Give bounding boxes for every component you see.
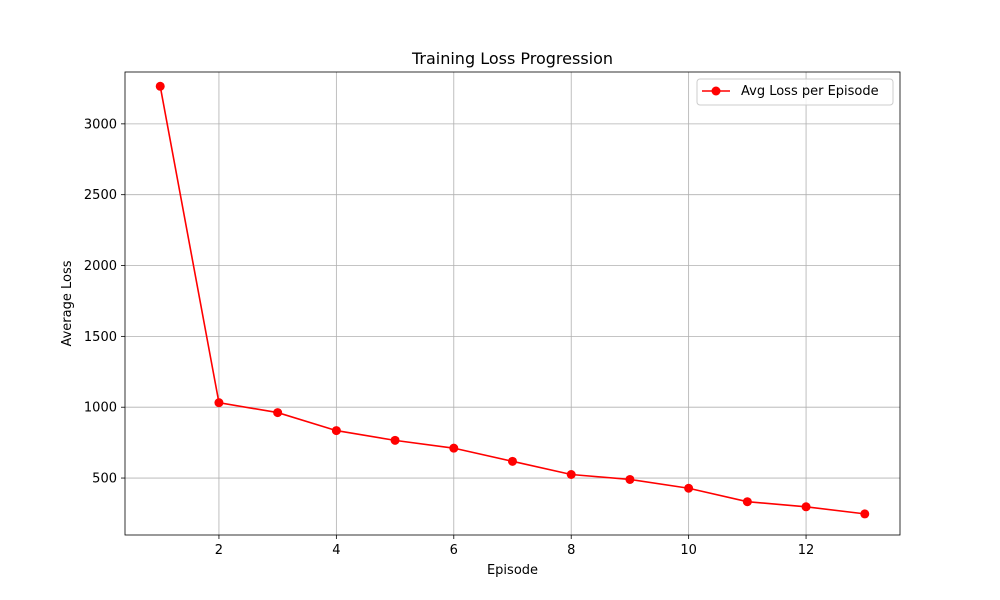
axes: 2 4 6 8 10 12 500 1000 1500 2000 2500 3000 bbox=[84, 71, 901, 558]
y-tick-label: 500 bbox=[92, 472, 117, 487]
x-tick-label: 12 bbox=[798, 543, 815, 558]
y-tick-label: 1000 bbox=[84, 401, 117, 416]
legend-box bbox=[696, 78, 894, 106]
x-tick-label: 2 bbox=[215, 543, 223, 558]
data-point bbox=[860, 509, 870, 519]
data-point bbox=[449, 443, 459, 453]
legend-marker bbox=[711, 86, 721, 96]
y-tick-label: 2500 bbox=[84, 188, 117, 203]
data-point bbox=[331, 426, 341, 436]
data-point bbox=[508, 456, 517, 466]
y-tick-label: 3000 bbox=[84, 117, 117, 132]
x-tick-label: 10 bbox=[680, 543, 697, 558]
y-tick-label: 1500 bbox=[84, 330, 117, 345]
data-point bbox=[273, 408, 283, 418]
x-axis-label: Episode bbox=[487, 563, 538, 578]
y-axis-label: Average Loss bbox=[60, 260, 75, 346]
plot-frame bbox=[124, 71, 901, 536]
data-point bbox=[566, 470, 576, 480]
data-point bbox=[801, 502, 811, 512]
data-point bbox=[155, 81, 165, 91]
x-tick-label: 8 bbox=[567, 543, 575, 558]
series bbox=[155, 81, 870, 519]
data-point bbox=[684, 483, 694, 493]
grid bbox=[125, 72, 900, 535]
data-point bbox=[625, 474, 635, 484]
legend-label: Avg Loss per Episode bbox=[741, 84, 879, 99]
data-point bbox=[390, 435, 400, 445]
x-tick-label: 6 bbox=[450, 543, 458, 558]
y-tick-label: 2000 bbox=[84, 259, 117, 274]
x-tick-label: 4 bbox=[332, 543, 340, 558]
chart-title: Training Loss Progression bbox=[411, 49, 613, 68]
data-point bbox=[214, 398, 224, 408]
data-point bbox=[742, 497, 752, 507]
legend: Avg Loss per Episode bbox=[696, 78, 894, 106]
